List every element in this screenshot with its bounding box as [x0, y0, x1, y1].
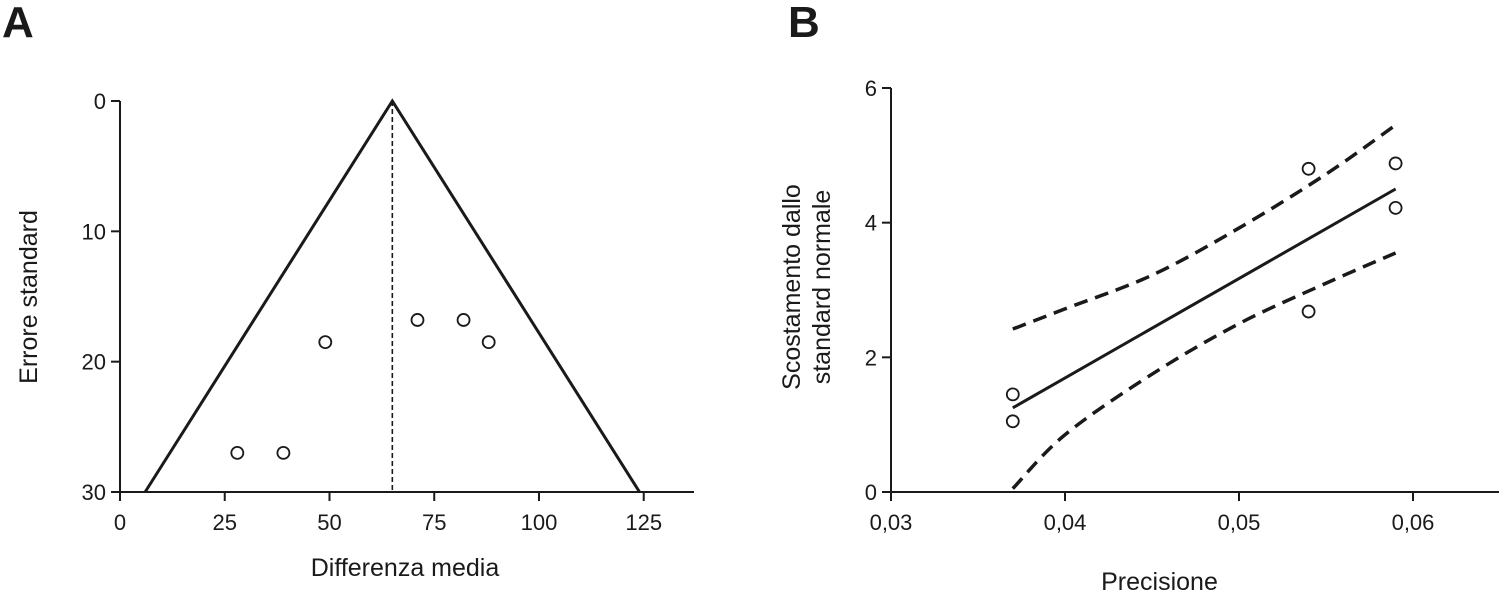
- x-tick-label: 0: [114, 510, 126, 535]
- x-tick-label: 125: [625, 510, 662, 535]
- y-axis-title: Scostamento dallostandard normale: [778, 184, 836, 390]
- study-point: [410, 313, 425, 327]
- study-point: [1005, 414, 1020, 429]
- study-point: [481, 335, 496, 350]
- panel-label-a: A: [2, 0, 34, 47]
- x-axis-title: Differenza media: [311, 554, 500, 582]
- study-point: [1388, 156, 1403, 171]
- egger-regression-plot: 0,03 0,04 0,05 0,06 0 2 4 6 Precisione Scostament…: [778, 76, 1499, 596]
- y-axis-title-line: standard normale: [808, 190, 836, 385]
- y-tick-label: 4: [865, 211, 877, 236]
- x-tick-label: 0,06: [1392, 510, 1435, 535]
- y-axis-title-line: Scostamento dallo: [778, 184, 806, 390]
- confidence-band-lower: [1011, 251, 1397, 490]
- y-tick-label: 30: [82, 480, 106, 505]
- panel-label-b: B: [788, 0, 820, 47]
- study-point: [456, 313, 471, 327]
- study-point: [230, 445, 245, 460]
- confidence-band-upper: [1012, 123, 1397, 331]
- regression-line: [1012, 187, 1397, 410]
- study-point: [1005, 387, 1020, 402]
- x-tick-label: 50: [317, 510, 341, 535]
- study-point: [1301, 304, 1316, 319]
- x-tick-label: 0,05: [1218, 510, 1261, 535]
- x-tick-label: 0,04: [1044, 510, 1087, 535]
- x-tick-label: 75: [422, 510, 446, 535]
- x-tick-label: 25: [213, 510, 237, 535]
- x-tick-label: 100: [521, 510, 558, 535]
- study-point: [276, 445, 291, 460]
- x-tick-label: 0,03: [870, 510, 913, 535]
- study-point: [1388, 200, 1403, 215]
- study-point: [1301, 161, 1316, 176]
- x-axis-title: Precisione: [1101, 568, 1218, 596]
- y-tick-label: 10: [82, 219, 106, 244]
- y-axis-title: Errore standard: [15, 210, 43, 384]
- y-tick-label: 2: [865, 345, 877, 370]
- y-tick-label: 6: [865, 76, 877, 101]
- y-tick-label: 20: [82, 350, 106, 375]
- funnel-plot: 0 25 50 75 100 125 0 10 20 30 Differenza media Erro…: [15, 89, 694, 582]
- y-tick-label: 0: [94, 89, 106, 114]
- y-tick-label: 0: [865, 480, 877, 505]
- study-point: [318, 335, 333, 350]
